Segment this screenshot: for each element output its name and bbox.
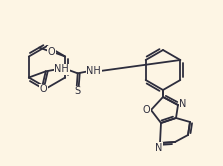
Text: S: S <box>75 86 81 96</box>
Text: N: N <box>179 99 187 109</box>
Text: NH: NH <box>54 64 69 74</box>
Text: O: O <box>142 105 150 115</box>
Text: NH: NH <box>86 66 101 76</box>
Text: O: O <box>47 46 55 56</box>
Text: O: O <box>40 84 47 94</box>
Text: N: N <box>155 143 163 153</box>
